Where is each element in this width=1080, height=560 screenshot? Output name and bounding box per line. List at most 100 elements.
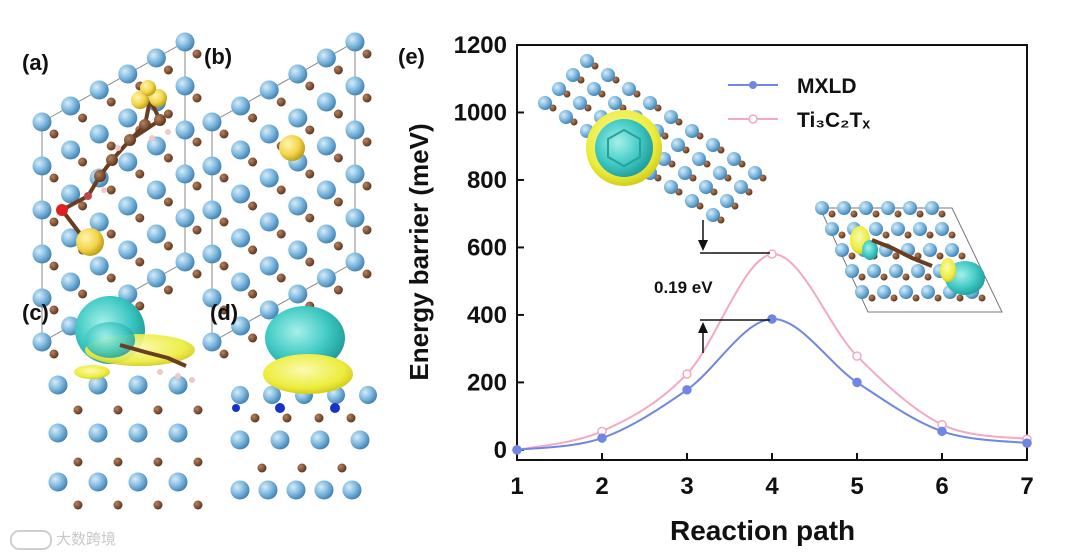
atom <box>146 48 166 68</box>
atom <box>259 124 279 144</box>
atom <box>248 201 258 211</box>
adsorbed-molecule <box>56 80 171 256</box>
atom <box>250 413 260 423</box>
atom <box>692 152 706 166</box>
atom <box>305 81 315 91</box>
atom <box>938 210 946 218</box>
atom <box>828 210 836 218</box>
atom <box>559 110 573 124</box>
atom <box>193 457 203 467</box>
data-point-mxld <box>937 426 947 437</box>
atom <box>106 185 116 195</box>
atom <box>696 132 704 140</box>
atom <box>259 300 279 320</box>
atom <box>286 480 306 500</box>
atom <box>288 240 308 260</box>
x-tick-label: 2 <box>595 473 608 500</box>
atom <box>175 32 195 52</box>
atom <box>675 118 683 126</box>
legend-label-mxld: MXLD <box>797 75 857 98</box>
barrier-annotation: 0.19 eV <box>654 220 770 353</box>
sulfur-atom <box>279 135 305 161</box>
atom <box>61 96 81 116</box>
atom <box>362 93 372 103</box>
atom <box>310 430 330 450</box>
atom <box>175 208 195 228</box>
atom <box>118 108 138 128</box>
atom <box>288 284 308 304</box>
atom <box>858 273 866 281</box>
atom <box>724 174 732 182</box>
atom <box>288 196 308 216</box>
atom <box>825 222 839 236</box>
atom <box>664 180 678 194</box>
atom <box>192 137 202 147</box>
atom <box>706 138 720 152</box>
atom <box>717 216 725 224</box>
atom <box>727 152 741 166</box>
atom <box>316 92 336 112</box>
x-tick-label: 5 <box>850 473 863 500</box>
atom <box>32 288 52 308</box>
atom <box>231 272 251 292</box>
atom <box>921 285 935 299</box>
atom <box>49 173 59 183</box>
atom <box>699 180 713 194</box>
atom <box>175 252 195 272</box>
atom <box>710 188 718 196</box>
atom <box>135 169 145 179</box>
atom <box>591 62 599 70</box>
atom <box>231 386 249 404</box>
series-line-mxld <box>516 317 1028 451</box>
atom <box>231 316 251 336</box>
atom <box>270 430 290 450</box>
atom <box>612 76 620 84</box>
atom <box>880 273 888 281</box>
atom <box>890 294 898 302</box>
atom <box>146 268 166 288</box>
atom <box>868 294 876 302</box>
atom <box>231 184 251 204</box>
atom <box>675 188 683 196</box>
atom <box>859 201 873 215</box>
atom <box>881 201 895 215</box>
atom <box>297 463 307 473</box>
atom <box>678 166 692 180</box>
atom <box>685 124 699 138</box>
atom <box>345 164 365 184</box>
atom <box>903 201 917 215</box>
atom <box>956 294 964 302</box>
atom <box>720 194 734 208</box>
atom <box>282 413 292 423</box>
atom <box>911 264 925 278</box>
atom <box>168 423 188 443</box>
atom <box>346 413 356 423</box>
atom <box>924 273 932 281</box>
atom <box>342 480 362 500</box>
atom <box>78 201 88 211</box>
x-axis-label: Reaction path <box>670 515 855 546</box>
atom <box>257 463 267 473</box>
atom <box>153 500 163 510</box>
atom <box>258 480 278 500</box>
atom <box>248 289 258 299</box>
atom <box>869 222 883 236</box>
atom <box>32 156 52 176</box>
atom <box>305 213 315 223</box>
atom <box>703 160 711 168</box>
atom <box>570 118 578 126</box>
y-tick-label: 800 <box>467 167 507 194</box>
panel-label-b: (b) <box>204 44 233 69</box>
atom <box>923 243 937 257</box>
atom <box>32 332 52 352</box>
atom <box>89 256 109 276</box>
watermark-text: 大数跨境 <box>56 530 117 548</box>
atom <box>128 375 148 395</box>
atom <box>362 137 372 147</box>
atom <box>32 244 52 264</box>
atom <box>706 208 720 222</box>
atom <box>936 252 944 260</box>
atom <box>925 201 939 215</box>
atom <box>135 257 145 267</box>
atom <box>118 64 138 84</box>
